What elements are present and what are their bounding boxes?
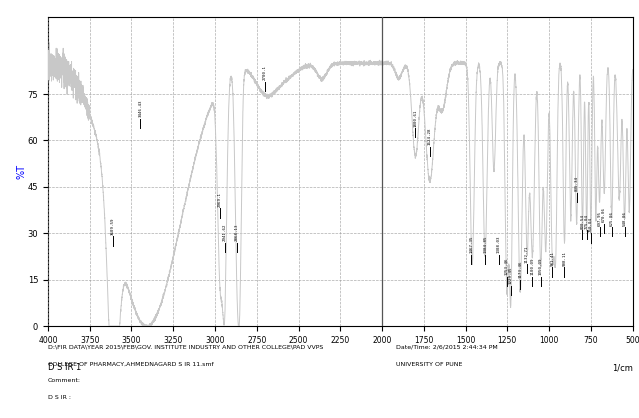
Text: 1173.46: 1173.46 xyxy=(518,260,522,278)
Text: UNIVERSITY OF PUNE: UNIVERSITY OF PUNE xyxy=(396,362,463,367)
Text: 1132.71: 1132.71 xyxy=(525,245,529,263)
Text: 1624.28: 1624.28 xyxy=(427,127,432,145)
Text: 835.34: 835.34 xyxy=(574,176,579,191)
Text: 3446.43: 3446.43 xyxy=(139,100,142,117)
Text: 1467.35: 1467.35 xyxy=(469,236,473,253)
Text: 625.06: 625.06 xyxy=(610,211,613,226)
Text: 2868.13: 2868.13 xyxy=(235,224,239,241)
Text: 1253.46: 1253.46 xyxy=(505,257,509,275)
Text: 1100.09: 1100.09 xyxy=(530,257,534,275)
Text: 1229.45: 1229.45 xyxy=(509,267,513,284)
Text: Date/Time: 2/6/2015 2:44:34 PM: Date/Time: 2/6/2015 2:44:34 PM xyxy=(396,345,498,350)
Text: D:\FIR DATA\YEAR 2015\FEB\GOV. INSTITUTE INDUSTRY AND OTHER COLLEGE\PAD VVPS: D:\FIR DATA\YEAR 2015\FEB\GOV. INSTITUTE… xyxy=(48,345,323,350)
Text: 2969.1: 2969.1 xyxy=(218,192,222,207)
Text: 2700.1: 2700.1 xyxy=(263,65,267,80)
Text: 750.04: 750.04 xyxy=(589,217,593,232)
Text: 1050.09: 1050.09 xyxy=(539,257,543,275)
Text: 697.95: 697.95 xyxy=(597,211,601,226)
Text: Comment:: Comment: xyxy=(48,378,81,383)
Text: 908.11: 908.11 xyxy=(562,251,566,266)
Text: 3609.59: 3609.59 xyxy=(111,217,115,235)
Text: 800.54: 800.54 xyxy=(580,214,585,229)
Text: 1/cm: 1/cm xyxy=(612,363,633,372)
Text: D S IR :: D S IR : xyxy=(48,395,71,400)
Y-axis label: %T: %T xyxy=(16,164,26,179)
Text: 981.41: 981.41 xyxy=(550,251,555,266)
Text: 1384.85: 1384.85 xyxy=(483,236,487,253)
Text: COLLEGE OF PHARMACY,AHMEDNAGARD S IR 11.smf: COLLEGE OF PHARMACY,AHMEDNAGARD S IR 11.… xyxy=(48,362,213,367)
Text: 1800.61: 1800.61 xyxy=(413,109,417,127)
Text: 775.04: 775.04 xyxy=(585,214,589,229)
Text: 2941.62: 2941.62 xyxy=(223,224,227,241)
Text: 548.06: 548.06 xyxy=(622,211,627,226)
Text: 670.06: 670.06 xyxy=(602,207,606,222)
Text: 1308.03: 1308.03 xyxy=(497,236,501,253)
Text: D S IR 1: D S IR 1 xyxy=(48,363,81,372)
